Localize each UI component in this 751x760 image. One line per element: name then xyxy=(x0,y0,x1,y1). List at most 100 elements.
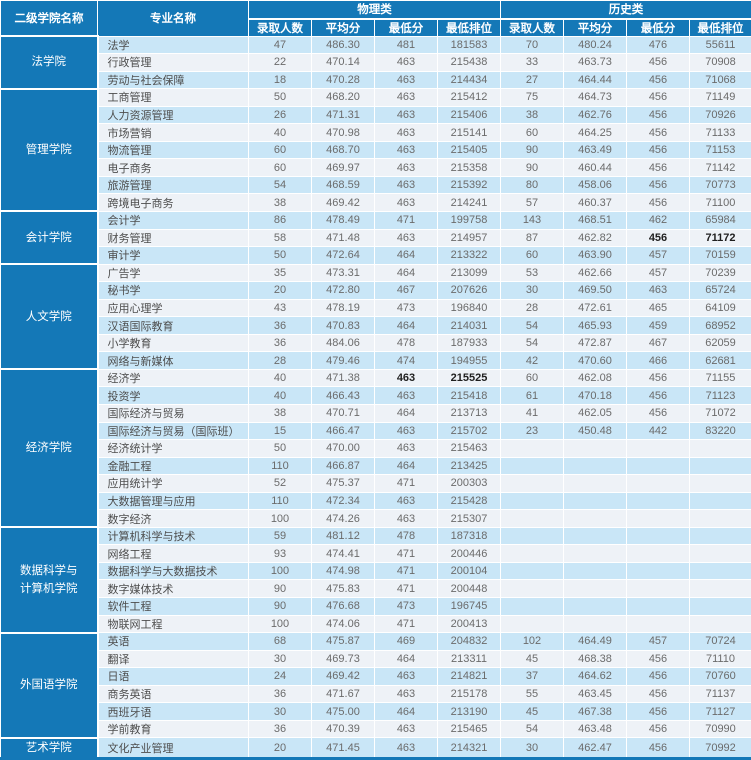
value-cell: 473 xyxy=(375,598,438,616)
value-cell: 469.73 xyxy=(312,650,375,668)
value-cell: 464.49 xyxy=(564,633,627,651)
value-cell: 474.41 xyxy=(312,545,375,563)
value-cell: 70908 xyxy=(690,54,751,72)
value-cell: 71110 xyxy=(690,650,751,668)
value-cell: 213322 xyxy=(438,247,501,265)
value-cell: 55611 xyxy=(690,36,751,54)
value-cell: 54 xyxy=(249,176,312,194)
value-cell: 463 xyxy=(375,422,438,440)
value-cell: 450.48 xyxy=(564,422,627,440)
value-cell: 481 xyxy=(375,36,438,54)
value-cell: 71137 xyxy=(690,685,751,703)
value-cell: 70990 xyxy=(690,720,751,738)
value-cell: 100 xyxy=(249,615,312,633)
value-cell: 457 xyxy=(627,264,690,282)
value-cell: 207626 xyxy=(438,282,501,300)
value-cell xyxy=(564,562,627,580)
value-cell: 58 xyxy=(249,229,312,247)
value-cell: 215405 xyxy=(438,141,501,159)
value-cell: 458.06 xyxy=(564,176,627,194)
value-cell: 60 xyxy=(501,369,564,387)
value-cell: 61 xyxy=(501,387,564,405)
college-cell: 法学院 xyxy=(1,36,98,89)
value-cell: 478 xyxy=(375,334,438,352)
value-cell xyxy=(690,527,751,545)
major-cell: 数字经济 xyxy=(98,510,249,528)
value-cell: 70773 xyxy=(690,176,751,194)
value-cell: 213190 xyxy=(438,703,501,721)
value-cell xyxy=(501,527,564,545)
value-cell xyxy=(690,580,751,598)
value-cell: 60 xyxy=(249,159,312,177)
value-cell: 463.73 xyxy=(564,54,627,72)
value-cell xyxy=(627,545,690,563)
value-cell: 456 xyxy=(627,685,690,703)
value-cell: 68 xyxy=(249,633,312,651)
major-cell: 广告学 xyxy=(98,264,249,282)
value-cell xyxy=(690,475,751,493)
major-cell: 日语 xyxy=(98,668,249,686)
major-cell: 西班牙语 xyxy=(98,703,249,721)
value-cell: 463 xyxy=(375,387,438,405)
value-cell xyxy=(501,580,564,598)
value-cell: 456 xyxy=(627,124,690,142)
value-cell: 456 xyxy=(627,54,690,72)
value-cell: 471 xyxy=(375,211,438,229)
value-cell: 215463 xyxy=(438,440,501,458)
value-cell: 463 xyxy=(375,668,438,686)
value-cell: 462.76 xyxy=(564,106,627,124)
value-cell: 102 xyxy=(501,633,564,651)
value-cell: 474.26 xyxy=(312,510,375,528)
value-cell xyxy=(564,598,627,616)
value-cell: 65984 xyxy=(690,211,751,229)
value-cell: 213311 xyxy=(438,650,501,668)
value-cell: 463 xyxy=(375,176,438,194)
history-count-header: 录取人数 xyxy=(501,19,564,37)
value-cell: 456 xyxy=(627,159,690,177)
value-cell: 463 xyxy=(375,106,438,124)
major-cell: 数据科学与大数据技术 xyxy=(98,562,249,580)
value-cell: 54 xyxy=(501,334,564,352)
value-cell: 465.93 xyxy=(564,317,627,335)
value-cell: 71123 xyxy=(690,387,751,405)
value-cell: 473.31 xyxy=(312,264,375,282)
value-cell: 71153 xyxy=(690,141,751,159)
value-cell: 471 xyxy=(375,615,438,633)
value-cell: 469.50 xyxy=(564,282,627,300)
value-cell: 463 xyxy=(375,89,438,107)
value-cell: 462.82 xyxy=(564,229,627,247)
value-cell xyxy=(627,562,690,580)
value-cell: 463 xyxy=(375,685,438,703)
value-cell: 470.83 xyxy=(312,317,375,335)
value-cell: 215392 xyxy=(438,176,501,194)
value-cell: 471.38 xyxy=(312,369,375,387)
value-cell: 215358 xyxy=(438,159,501,177)
value-cell: 22 xyxy=(249,54,312,72)
value-cell: 459 xyxy=(627,317,690,335)
value-cell: 460.44 xyxy=(564,159,627,177)
value-cell: 36 xyxy=(249,317,312,335)
value-cell: 462.66 xyxy=(564,264,627,282)
major-cell: 审计学 xyxy=(98,247,249,265)
value-cell: 463.48 xyxy=(564,720,627,738)
value-cell: 466.47 xyxy=(312,422,375,440)
value-cell xyxy=(627,510,690,528)
value-cell: 38 xyxy=(249,194,312,212)
value-cell: 456 xyxy=(627,141,690,159)
value-cell: 456 xyxy=(627,71,690,89)
value-cell: 110 xyxy=(249,457,312,475)
value-cell: 87 xyxy=(501,229,564,247)
value-cell xyxy=(501,510,564,528)
value-cell: 456 xyxy=(627,668,690,686)
value-cell: 62059 xyxy=(690,334,751,352)
value-cell: 196745 xyxy=(438,598,501,616)
